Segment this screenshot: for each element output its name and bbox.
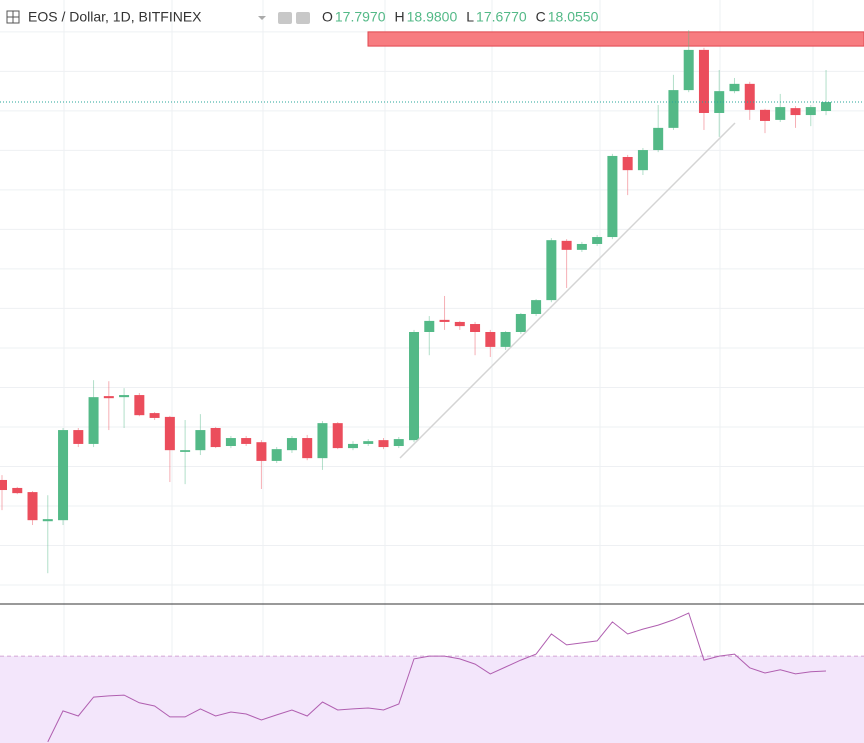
ohlc-value: 18.0550 [548, 9, 599, 25]
rsi-band [0, 656, 864, 743]
ohlc-value: 17.6770 [476, 9, 527, 25]
candle-body [454, 321, 465, 327]
candle-body [393, 439, 404, 447]
candle-body [225, 438, 236, 447]
candle-body [27, 492, 38, 521]
candle-body [805, 107, 816, 116]
eye-icon[interactable] [278, 12, 292, 24]
candle-body [88, 397, 99, 444]
candle-body [134, 395, 145, 416]
candle-body [775, 107, 786, 120]
ohlc-value: 18.9800 [407, 9, 458, 25]
candle-body [790, 108, 801, 116]
candle-body [347, 443, 358, 449]
candle-body [180, 450, 191, 452]
candle-body [73, 430, 84, 444]
candle-body [409, 331, 420, 441]
candle-body [592, 237, 603, 244]
ohlc-key: L [466, 9, 474, 25]
candle-body [12, 487, 23, 494]
candle-body [256, 442, 267, 461]
candle-body [485, 331, 496, 347]
candle-body [821, 102, 832, 112]
rsi-line [47, 612, 827, 743]
candle-body [653, 127, 664, 151]
settings-icon[interactable] [296, 12, 310, 24]
candle-body [714, 91, 725, 113]
candle-body [363, 441, 374, 444]
symbol-title: EOS / Dollar, 1D, BITFINEX [28, 9, 202, 25]
candle-body [42, 519, 53, 522]
candle-body [744, 83, 755, 110]
vertical-grid [63, 0, 814, 743]
candle-body [500, 331, 511, 347]
candle-body [164, 416, 175, 451]
resistance-zone [367, 31, 864, 47]
candle-body [103, 396, 114, 399]
candle-body [470, 324, 481, 332]
candle-body [439, 319, 450, 322]
candle-body [546, 240, 557, 301]
candle-body [683, 49, 694, 91]
candle-body [149, 413, 160, 418]
candle-body [729, 83, 740, 92]
candle-body [561, 240, 572, 250]
candle-body [317, 423, 328, 459]
candle-body [195, 430, 206, 451]
trend-line [399, 122, 736, 459]
candle-body [576, 243, 587, 250]
plot [0, 30, 864, 743]
candle-body [210, 427, 221, 448]
dropdown-icon[interactable] [258, 16, 266, 20]
candle-body [378, 440, 389, 448]
candle-body [424, 320, 435, 332]
candle-body [286, 438, 297, 451]
ohlc-legend: O 17.7970 H 18.9800 L 17.6770 C 18.0550 [322, 9, 599, 25]
candle-body [271, 449, 282, 461]
candle-body [637, 150, 648, 171]
ohlc-key: O [322, 9, 333, 25]
candle-body [302, 438, 313, 459]
ohlc-key: C [536, 9, 546, 25]
candle-body [607, 155, 618, 238]
candle-body [0, 479, 7, 491]
ohlc-key: H [395, 9, 405, 25]
candle-body [58, 430, 69, 521]
header: EOS / Dollar, 1D, BITFINEX O 17.7970 H 18.9… [6, 9, 599, 25]
candle-body [760, 109, 770, 121]
candle-body [515, 313, 526, 332]
candle-body [119, 395, 130, 398]
candle-body [668, 90, 679, 128]
candle-body [241, 438, 252, 444]
ohlc-value: 17.7970 [335, 9, 386, 25]
candle-body [332, 423, 343, 449]
candle-body [531, 300, 542, 314]
candle-body [622, 156, 633, 171]
candle-body [698, 49, 709, 113]
